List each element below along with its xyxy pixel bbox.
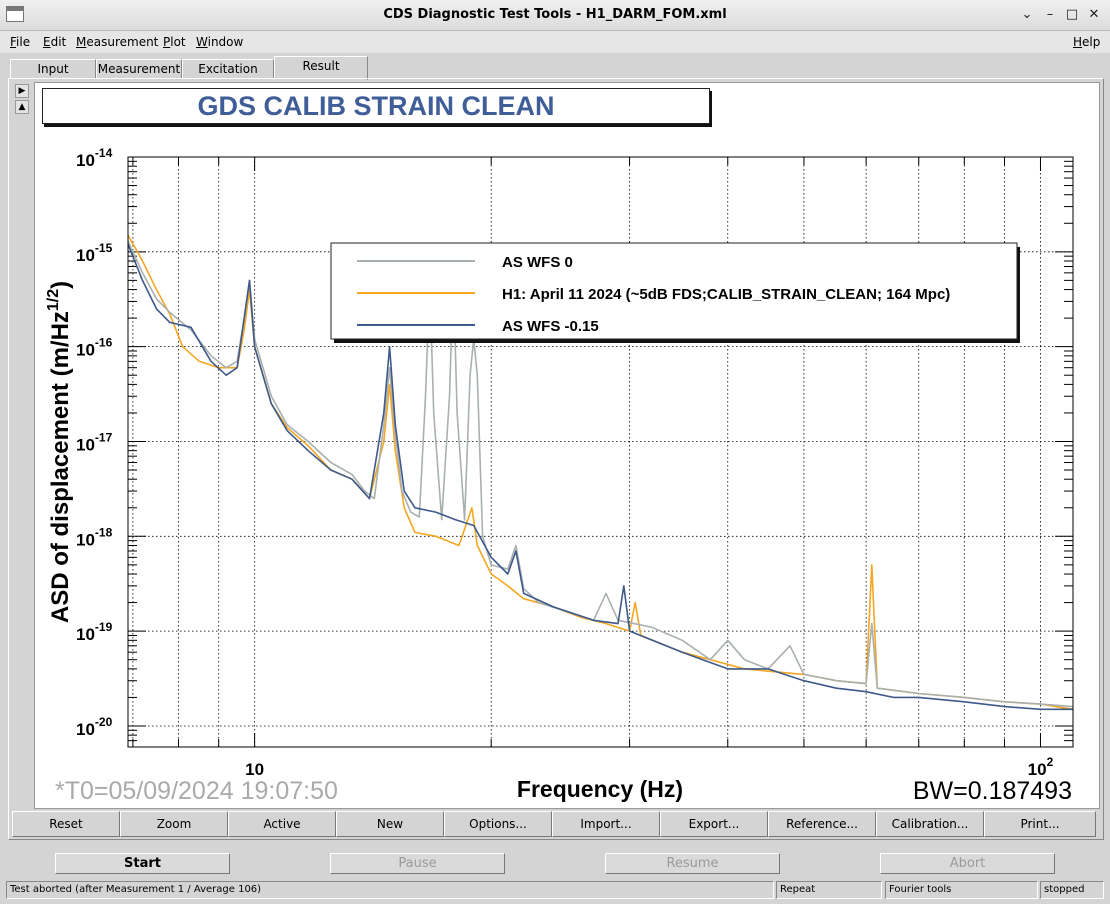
tab-bar: Input Measurement Excitation Result [0,54,1110,80]
tab-measurement[interactable]: Measurement [96,59,182,79]
import-button[interactable]: Import... [552,811,660,837]
status-tool: Fourier tools [885,881,1038,899]
window-menu-chevron-icon[interactable]: ⌄ [1021,7,1033,22]
menu-help[interactable]: Help [1073,35,1101,49]
plot-title-box: GDS CALIB STRAIN CLEAN [42,88,710,124]
tab-result[interactable]: Result [274,56,368,80]
scroll-up-arrow-icon[interactable]: ▲ [15,100,29,114]
window-titlebar: CDS Diagnostic Test Tools - H1_DARM_FOM.… [0,0,1110,31]
result-panel [8,78,1104,840]
reference-button[interactable]: Reference... [768,811,876,837]
abort-button[interactable]: Abort [880,853,1055,874]
close-icon[interactable]: ✕ [1088,7,1100,22]
maximize-icon[interactable]: □ [1065,7,1079,22]
tab-input[interactable]: Input [10,59,96,79]
window-title: CDS Diagnostic Test Tools - H1_DARM_FOM.… [383,7,727,22]
pause-button[interactable]: Pause [330,853,505,874]
options-button[interactable]: Options... [444,811,552,837]
scroll-right-arrow-icon[interactable]: ▶ [15,84,29,98]
tab-excitation[interactable]: Excitation [182,59,274,79]
status-mode: Repeat [776,881,882,899]
menu-window[interactable]: Window [196,35,244,49]
menu-file[interactable]: File [10,35,31,49]
plot-pad [34,82,1100,809]
menu-bar: File Edit Measurement Plot Window Help [0,31,1110,53]
menu-measurement[interactable]: Measurement [76,35,159,49]
minimize-icon[interactable]: – [1046,7,1054,22]
app-window-icon [6,6,24,22]
calibration-button[interactable]: Calibration... [876,811,984,837]
reset-button[interactable]: Reset [12,811,120,837]
menu-edit[interactable]: Edit [43,35,67,49]
measurement-controls: Start Pause Resume Abort [0,845,1110,881]
zoom-button[interactable]: Zoom [120,811,228,837]
menu-plot[interactable]: Plot [163,35,186,49]
new-button[interactable]: New [336,811,444,837]
status-message: Test aborted (after Measurement 1 / Aver… [6,881,774,899]
plot-button-row: Reset Zoom Active New Options... Import.… [12,811,1096,837]
start-button[interactable]: Start [55,853,230,874]
active-button[interactable]: Active [228,811,336,837]
status-bar: Test aborted (after Measurement 1 / Aver… [0,880,1110,904]
status-state: stopped [1040,881,1104,899]
plot-title: GDS CALIB STRAIN CLEAN [197,91,555,121]
resume-button[interactable]: Resume [605,853,780,874]
print-button[interactable]: Print... [984,811,1096,837]
export-button[interactable]: Export... [660,811,768,837]
